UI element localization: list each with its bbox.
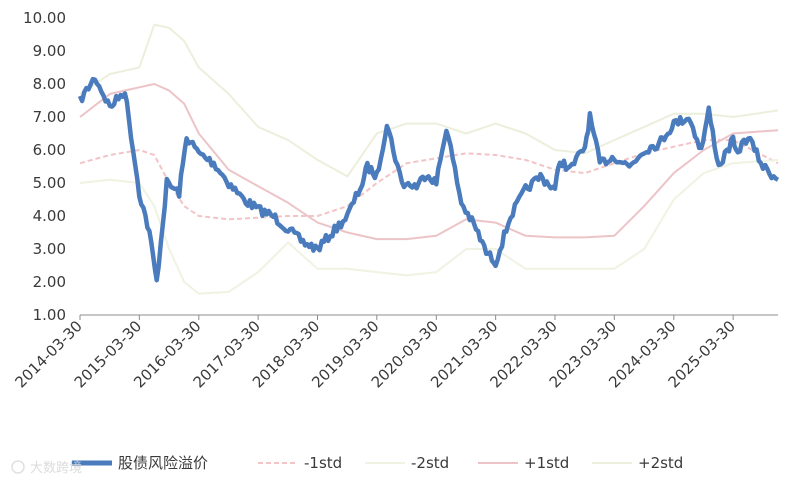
- y-tick-label: 5.00: [33, 174, 66, 192]
- legend: 股债风险溢价 -1std -2std +1std +2std: [72, 454, 683, 472]
- legend-label: -2std: [411, 454, 449, 472]
- y-tick-label: 2.00: [33, 273, 66, 291]
- series-line-3: [79, 83, 779, 241]
- watermark-logo-icon: [11, 460, 25, 474]
- series-line-2: [79, 158, 779, 295]
- y-tick-label: 8.00: [33, 75, 66, 93]
- y-tick-label: 10.00: [23, 9, 66, 27]
- main-series: [77, 76, 780, 283]
- x-axis-ticks: 2014-03-302015-03-302016-03-302017-03-30…: [11, 315, 739, 391]
- legend-label: -1std: [304, 454, 342, 472]
- legend-label: +1std: [524, 454, 569, 472]
- y-tick-label: 1.00: [33, 306, 66, 324]
- series-line-4: [79, 23, 779, 178]
- y-tick-label: 6.00: [33, 141, 66, 159]
- legend-label: 股债风险溢价: [118, 454, 208, 472]
- y-axis-ticks: 1.00 2.00 3.00 4.00 5.00 6.00 7.00 8.00 9.00 10.0…: [23, 9, 66, 324]
- y-tick-label: 9.00: [33, 42, 66, 60]
- legend-label: +2std: [638, 454, 683, 472]
- watermark: 大数跨境: [11, 460, 82, 476]
- y-tick-label: 7.00: [33, 108, 66, 126]
- y-tick-label: 3.00: [33, 240, 66, 258]
- y-tick-label: 4.00: [33, 207, 66, 225]
- watermark-text: 大数跨境: [30, 461, 82, 476]
- series-line-main: [77, 76, 780, 283]
